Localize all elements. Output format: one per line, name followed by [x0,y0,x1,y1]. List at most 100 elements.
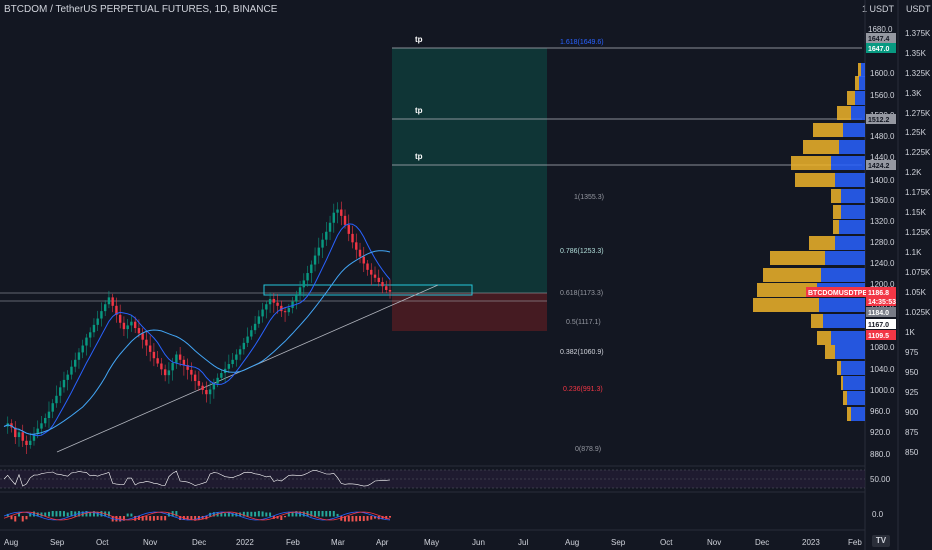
y-axis-label: 1360.0 [870,196,895,205]
stop-zone [392,293,547,331]
macd-signal-line [3,511,391,521]
candle-body [370,269,373,275]
volume-profile-bar [823,314,865,328]
candle-body [103,304,107,312]
candle-body [182,359,186,366]
rsi-axis-label: 50.00 [870,475,891,484]
macd-bar [186,516,189,520]
price-tag-label: 1424.2 [868,163,890,170]
volume-profile-bar [841,376,843,390]
price-tag-label: 14:35:53 [868,299,896,306]
macd-bar [40,512,43,517]
candle-body [242,342,246,350]
macd-bar [347,516,350,522]
y-axis-label: 1200.0 [870,280,895,289]
candle-body [261,309,264,317]
macd-bar [351,516,354,522]
x-axis-label: Nov [143,538,157,547]
candle-body [145,339,148,346]
candle-body [137,328,141,334]
y-axis-label-right: 975 [905,348,919,357]
x-axis-label: Apr [376,538,389,547]
candle-body [175,354,178,363]
volume-profile-bar [858,63,861,77]
candle-body [321,239,324,248]
candle-body [178,354,182,360]
macd-bar [280,516,283,520]
macd-bar [291,511,294,517]
volume-profile-bar [763,268,821,282]
candle-body [358,249,362,257]
macd-bar [149,516,152,521]
macd-bar [329,511,332,517]
volume-profile-bar [835,345,865,359]
volume-profile-bar [839,140,865,154]
macd-bar [145,516,148,521]
candle-body [141,333,144,340]
volume-profile-bar [753,298,819,312]
macd-bar [89,512,92,517]
candle-body [197,380,201,386]
volume-profile-bar [843,123,865,137]
macd-bar [190,516,193,520]
macd-bar [239,512,242,517]
volume-profile-bar [851,106,865,120]
tradingview-logo[interactable]: TV [872,535,890,547]
candle-body [92,324,96,333]
candle-body [276,302,279,306]
candle-body [302,280,306,288]
macd-bar [325,511,328,517]
y-axis-label: 1240.0 [870,259,895,268]
candle-body [257,316,261,324]
candle-body [385,286,388,290]
candle-body [29,440,32,446]
candle-body [148,345,152,352]
candle-body [340,209,343,216]
y-axis-label: 1080.0 [870,343,895,352]
candle-body [14,427,17,438]
price-tag [866,160,896,170]
candle-body [77,352,81,360]
volume-profile-bar [841,189,865,203]
volume-profile-bar [843,391,847,405]
candle-body [66,374,69,380]
volume-profile-bar [835,173,865,187]
y-axis-label-right: 925 [905,388,919,397]
candle-body [373,274,377,278]
volume-profile-bar [811,314,823,328]
x-axis-label: 2022 [236,538,254,547]
macd-bar [374,516,377,519]
price-tag-label: BTCDOMUSDTPERP [808,290,877,297]
candle-body [343,215,347,225]
volume-profile-bar [837,106,851,120]
x-axis-label: Oct [96,538,109,547]
macd-bar [227,512,230,517]
x-axis-label: Jun [472,538,485,547]
macd-bar [284,516,287,518]
volume-profile-bar [809,236,835,250]
candle-body [351,233,354,243]
candle-body [21,432,24,441]
price-tag [866,43,896,53]
macd-bar [250,511,253,517]
candle-body [167,370,171,376]
price-tag-label: 1647.4 [868,36,890,43]
candle-body [74,359,77,367]
y-axis-label-right: 1.125K [905,228,931,237]
y-axis-label: 1480.0 [870,132,895,141]
candle-body [62,379,66,388]
price-tag [866,307,896,317]
volume-profile-bar [861,63,865,77]
candle-body [268,298,272,305]
macd-bar [265,512,268,517]
rsi-line [3,469,391,487]
y-axis-label: 1680.0 [868,25,893,34]
macd-bar [336,513,339,517]
price-tag [866,287,896,297]
volume-profile-bar [831,331,865,345]
volume-profile-bar [841,205,865,219]
macd-bar [321,511,324,517]
fib-level-label: 0.786(1253.3) [560,248,604,255]
volume-profile-bar [831,189,841,203]
